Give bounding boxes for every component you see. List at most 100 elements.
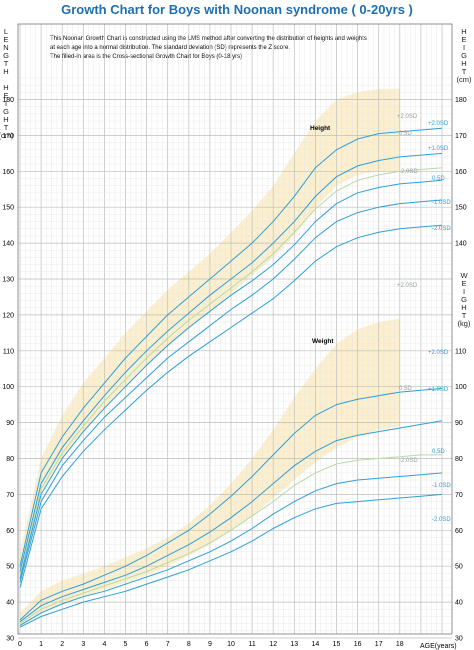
left-axis-letter: L: [4, 27, 8, 36]
description-line-2: at each age into a normal distribution. …: [50, 45, 290, 51]
weight-curve-line: [19, 388, 443, 621]
left-axis-letter: E: [3, 35, 8, 44]
right-weight-axis-letter: (kg): [458, 319, 471, 328]
description-line-3: The filled-in area is the Cross-sectiona…: [50, 54, 242, 60]
left-tick-label: 170: [2, 133, 14, 140]
height-curve-label: 0.5D: [432, 176, 445, 182]
x-tick-label: 18: [396, 641, 404, 648]
right-height-tick-label: 170: [455, 133, 467, 140]
weight-curve-label: +2.0SD: [397, 283, 418, 289]
height-curve-label: 0.5D: [399, 131, 412, 137]
weight-curve-label: -1.0SD: [432, 483, 451, 489]
weight-curve-line: [19, 493, 443, 628]
left-axis-letter: T: [4, 59, 9, 68]
weight-curve-line: [19, 454, 442, 625]
right-weight-tick-label: 50: [455, 564, 463, 571]
x-tick-label: 7: [166, 641, 170, 648]
height-curve-line: [19, 167, 443, 576]
right-weight-axis-letter: H: [461, 303, 466, 312]
x-tick-label: 16: [354, 641, 362, 648]
left-axis-letter: T: [4, 123, 9, 132]
height-curve-label: -2.0SD: [399, 169, 418, 175]
height-curve-line: [19, 127, 443, 567]
height-curve-label: +1.0SD: [428, 146, 449, 152]
left-tick-label: 60: [6, 528, 14, 535]
left-axis-letter: I: [5, 99, 7, 108]
right-height-axis-letter: (cm): [457, 75, 472, 84]
x-tick-label: 17: [375, 641, 383, 648]
x-tick-label: 8: [187, 641, 191, 648]
weight-curve-label: +1.0SD: [428, 387, 449, 393]
x-tick-label: 12: [269, 641, 277, 648]
left-tick-label: 110: [3, 348, 14, 355]
weight-curve-line: [19, 472, 443, 626]
right-weight-tick-label: 70: [455, 492, 463, 499]
weight-curve-label: +2.0SD: [428, 350, 449, 356]
x-tick-label: 14: [312, 641, 320, 648]
left-axis-letter: H: [3, 115, 8, 124]
left-axis-letter: N: [3, 43, 8, 52]
left-tick-label: 180: [2, 97, 14, 104]
right-height-tick-label: 180: [455, 97, 467, 104]
left-tick-label: 130: [2, 277, 14, 284]
weight-curve-label: -2.0SD: [399, 458, 418, 464]
height-annotation: Height: [310, 125, 331, 132]
plot-frame: [17, 23, 453, 635]
x-tick-label: 6: [145, 641, 149, 648]
right-height-tick-label: 150: [455, 205, 467, 212]
height-curve-line: [19, 152, 443, 572]
weight-curve-label: 0.5D: [432, 449, 445, 455]
left-tick-label: 30: [6, 636, 14, 643]
height-curve-line: [19, 179, 443, 579]
right-weight-axis-letter: I: [463, 287, 465, 296]
right-height-axis-letter: E: [461, 35, 466, 44]
left-tick-label: 80: [6, 456, 14, 463]
x-tick-label: 5: [124, 641, 128, 648]
right-weight-axis-letter: W: [460, 271, 468, 280]
weight-curve-label: 0.5D: [399, 386, 412, 392]
left-tick-label: 160: [2, 169, 14, 176]
right-height-axis-letter: I: [463, 43, 465, 52]
height-curve-line: [19, 224, 443, 588]
left-tick-label: 40: [6, 600, 14, 607]
left-tick-label: 140: [2, 241, 14, 248]
x-tick-label: 13: [290, 641, 298, 648]
right-weight-tick-label: 40: [455, 600, 463, 607]
height-curve-label: -2.0SD: [432, 226, 451, 232]
x-tick-label: 9: [208, 641, 212, 648]
x-tick-label: 10: [227, 641, 235, 648]
right-weight-tick-label: 110: [455, 348, 466, 355]
height-curve-label: +2.0SD: [397, 114, 418, 120]
grid-layer: [18, 24, 452, 639]
x-tick-label: 2: [60, 641, 64, 648]
weight-curve-line: [19, 420, 443, 623]
left-axis-letter: H: [3, 67, 8, 76]
labels-layer: 3040506070809010011012013014015016017018…: [0, 27, 472, 648]
x-tick-label: 1: [39, 641, 43, 648]
left-tick-label: 150: [2, 205, 14, 212]
left-axis-letter: G: [3, 51, 9, 60]
right-weight-axis-letter: E: [461, 279, 466, 288]
x-tick-label: 0: [18, 641, 22, 648]
x-tick-label: 11: [248, 641, 255, 648]
right-height-axis-letter: G: [461, 51, 467, 60]
weight-annotation: Weight: [312, 338, 334, 345]
height-curve-line: [19, 199, 443, 583]
right-height-tick-label: 140: [455, 241, 467, 248]
right-height-axis-letter: T: [462, 67, 467, 76]
x-tick-label: 4: [102, 641, 106, 648]
height-curve-label: -1.0SD: [432, 200, 451, 206]
right-weight-tick-label: 100: [455, 384, 467, 391]
left-tick-label: 50: [6, 564, 14, 571]
right-weight-tick-label: 60: [455, 528, 463, 535]
chart-title: Growth Chart for Boys with Noonan syndro…: [61, 2, 413, 17]
right-weight-axis-letter: G: [461, 295, 467, 304]
description-line-1: This Noonan Growth Chart is constructed …: [50, 36, 367, 42]
right-weight-tick-label: 90: [455, 420, 463, 427]
right-height-axis-letter: H: [461, 27, 466, 36]
right-height-tick-label: 160: [455, 169, 467, 176]
right-weight-axis-letter: T: [462, 311, 467, 320]
left-tick-label: 100: [2, 384, 14, 391]
left-axis-letter: E: [3, 91, 8, 100]
